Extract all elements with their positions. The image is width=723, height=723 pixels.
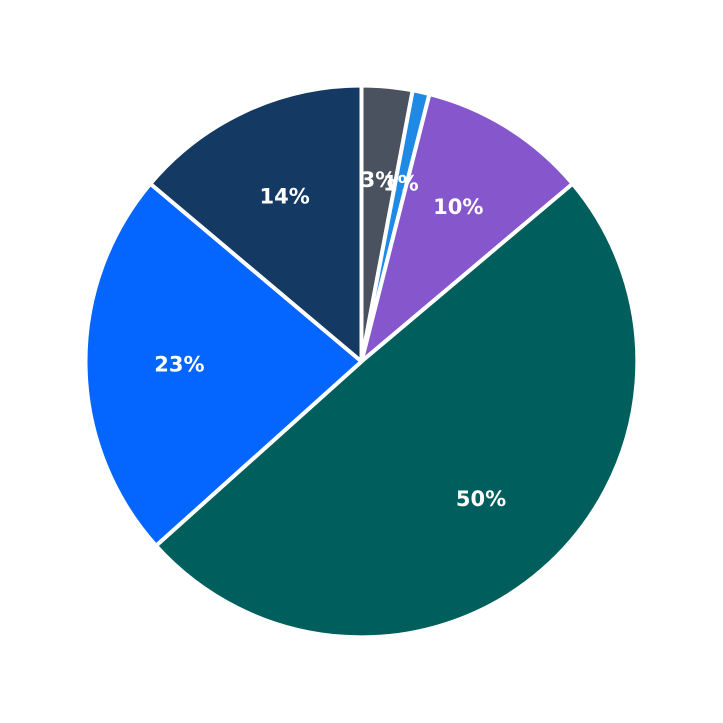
pie-slice-5 [148, 83, 364, 364]
pie-slice-label-1: 1% [383, 172, 419, 196]
pie-slice-label-2: 10% [433, 195, 483, 219]
pie-labels: 3%1% 10% 50% 23% 14% [154, 168, 506, 511]
pie-slice-label-4: 23% [154, 352, 204, 376]
pie-slices [83, 83, 640, 640]
pie-slice-3 [154, 181, 640, 640]
pie-slice-4 [83, 181, 364, 548]
pie-slice-2 [359, 92, 575, 364]
pie-slice-label-0: 3% [361, 168, 397, 192]
pie-slice-label-3: 50% [456, 487, 506, 511]
pie-slice-label-5: 14% [260, 184, 310, 208]
